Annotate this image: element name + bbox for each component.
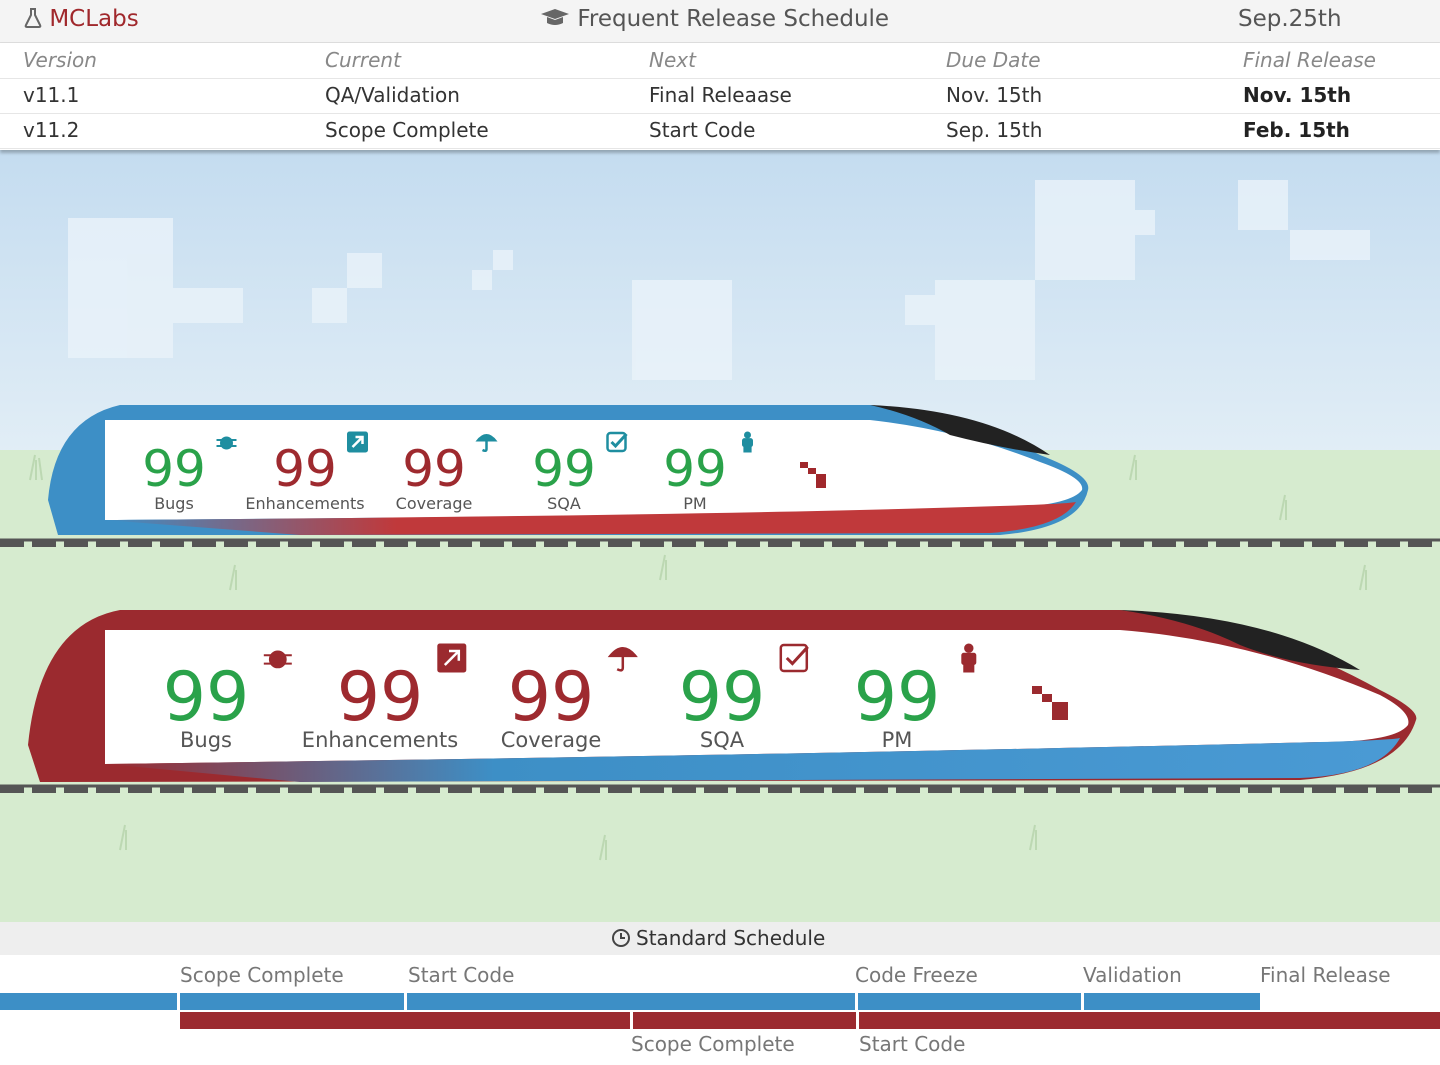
metric-value: 99 bbox=[142, 440, 206, 498]
column-header: Next bbox=[649, 48, 696, 72]
metric-value: 99 bbox=[402, 440, 466, 498]
metric-label: Enhancements bbox=[302, 728, 458, 752]
metric-value: 99 bbox=[337, 658, 424, 737]
title-text: Frequent Release Schedule bbox=[577, 6, 890, 32]
column-header: Version bbox=[23, 48, 97, 72]
flask-icon bbox=[24, 8, 42, 28]
schedule-title: Standard Schedule bbox=[636, 926, 825, 950]
table-cell: Start Code bbox=[649, 118, 756, 142]
clock-hand bbox=[620, 933, 625, 939]
table-cell: Feb. 15th bbox=[1243, 118, 1350, 142]
metric-value: 99 bbox=[508, 658, 595, 737]
table-cell: Sep. 15th bbox=[946, 118, 1043, 142]
metric-icon bbox=[216, 436, 237, 450]
standard-schedule: Standard Schedule Scope Complete Start Co… bbox=[0, 922, 1440, 1065]
title: Frequent Release Schedule bbox=[540, 6, 889, 32]
current-schedule-bar bbox=[0, 993, 1260, 1010]
brand: MCLabs bbox=[24, 6, 139, 32]
schedule-chart: Standard Schedule Scope Complete Start Co… bbox=[0, 922, 1440, 1056]
train-2 bbox=[28, 610, 1417, 782]
milestone-label: Validation bbox=[1083, 963, 1182, 987]
next-schedule-bar bbox=[180, 1012, 1440, 1029]
metric-icon bbox=[347, 431, 368, 453]
metric-value: 99 bbox=[663, 440, 727, 498]
column-header: Due Date bbox=[946, 48, 1041, 72]
metric-icon bbox=[606, 431, 628, 453]
table-cell: Final Releaase bbox=[649, 83, 792, 107]
table-header-row: Version Current Next Due Date Final Release bbox=[0, 43, 1440, 79]
cap-icon bbox=[541, 9, 569, 25]
metric-icon bbox=[607, 647, 638, 672]
table-cell: Nov. 15th bbox=[1243, 83, 1352, 107]
table-row: v11.1 QA/Validation Final Releaase Nov. 15t… bbox=[0, 78, 1440, 114]
table-cell: v11.1 bbox=[23, 83, 80, 107]
grass-tufts bbox=[29, 454, 1367, 861]
table-row: v11.2 Scope Complete Start Code Sep. 15th Fe… bbox=[0, 113, 1440, 149]
metric-label: Enhancements bbox=[245, 494, 364, 513]
metric-value: 99 bbox=[273, 440, 337, 498]
release-table: Version Current Next Due Date Final Release v… bbox=[0, 43, 1440, 150]
milestone-label: Code Freeze bbox=[855, 963, 978, 987]
table-cell: v11.2 bbox=[23, 118, 80, 142]
table-cell: QA/Validation bbox=[325, 83, 460, 107]
milestone-label: Final Release bbox=[1260, 963, 1391, 987]
metric-label: SQA bbox=[547, 494, 581, 513]
metric-label: Coverage bbox=[396, 494, 473, 513]
metric-value: 99 bbox=[854, 658, 941, 737]
metric-label: SQA bbox=[700, 728, 745, 752]
sky-pixels bbox=[68, 180, 1370, 380]
metric-icon bbox=[475, 434, 498, 453]
metric-label: Coverage bbox=[501, 728, 602, 752]
milestone-label: Scope Complete bbox=[631, 1032, 795, 1056]
table-cell: Scope Complete bbox=[325, 118, 489, 142]
metric-label: Bugs bbox=[154, 494, 194, 513]
milestone-label: Scope Complete bbox=[180, 963, 344, 987]
table-cell: Nov. 15th bbox=[946, 83, 1043, 107]
schedule-labels: Scope Complete Start Code Code Freeze Valid… bbox=[180, 963, 1391, 1056]
column-header: Current bbox=[325, 48, 401, 72]
header-bar: MCLabs Frequent Release Schedule Sep.25t… bbox=[0, 0, 1440, 43]
train-1 bbox=[48, 405, 1089, 535]
column-header: Final Release bbox=[1243, 48, 1376, 72]
rail-2 bbox=[0, 784, 1440, 793]
metric-value: 99 bbox=[679, 658, 766, 737]
metric-icon bbox=[961, 643, 977, 673]
rail-1 bbox=[0, 538, 1440, 547]
metric-icon bbox=[263, 650, 292, 669]
metric-value: 99 bbox=[163, 658, 250, 737]
metric-label: PM bbox=[683, 494, 706, 513]
milestone-label: Start Code bbox=[408, 963, 514, 987]
metric-icon bbox=[779, 643, 809, 673]
schedule-title-bar bbox=[0, 922, 1440, 955]
metric-label: Bugs bbox=[180, 728, 232, 752]
metric-icon bbox=[437, 643, 467, 673]
train-scene: 99Bugs99Enhancements99Coverage99SQA99PM9… bbox=[0, 150, 1440, 922]
brand-text: MCLabs bbox=[49, 6, 139, 32]
metric-value: 99 bbox=[532, 440, 596, 498]
metric-icon bbox=[742, 431, 753, 453]
clock-icon bbox=[612, 929, 630, 947]
milestone-label: Start Code bbox=[859, 1032, 965, 1056]
metric-label: PM bbox=[882, 728, 913, 752]
date: Sep.25th bbox=[1238, 6, 1342, 32]
